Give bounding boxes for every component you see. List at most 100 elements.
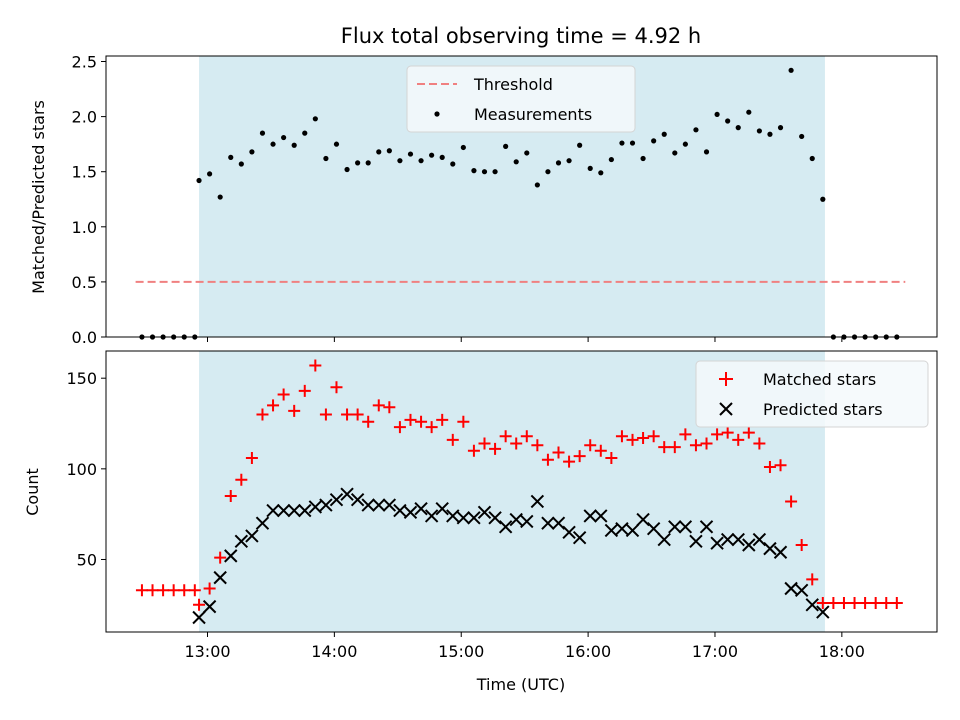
- measurements-legend-label: Measurements: [474, 105, 592, 124]
- matched-star-point: [563, 455, 576, 468]
- measurement-point: [651, 138, 657, 144]
- predicted-star-point: [699, 520, 714, 534]
- matched-star-point: [647, 430, 660, 443]
- count-legend-box: [695, 360, 929, 428]
- measurement-point: [376, 149, 382, 155]
- matched-star-point: [135, 584, 148, 597]
- chart-title: Flux total observing time = 4.92 h: [341, 24, 701, 48]
- matched-star-point: [383, 401, 396, 414]
- measurement-point: [439, 154, 445, 160]
- matched-star-point: [848, 596, 861, 609]
- matched-star-point: [510, 437, 523, 450]
- matched-star-point: [298, 384, 311, 397]
- series-1: [192, 487, 830, 625]
- matched-star-point: [214, 551, 227, 564]
- measurement-point: [259, 130, 266, 136]
- ratio-legend-box: [406, 65, 636, 133]
- measurement-point: [693, 127, 699, 133]
- matched-star-point: [520, 430, 533, 443]
- predicted-star-point: [255, 516, 270, 530]
- measurement-point: [598, 170, 604, 176]
- predicted-legend-label: Predicted stars: [763, 400, 883, 419]
- ratio-panel: Flux total observing time = 4.92 h 0.0 0.…: [29, 24, 938, 347]
- measurement-point: [429, 152, 435, 158]
- matched-star-point: [277, 388, 290, 401]
- x-tick-label: 15:00: [438, 642, 484, 661]
- matched-star-point: [489, 442, 502, 455]
- predicted-star-point: [794, 583, 809, 598]
- measurement-point: [767, 131, 773, 137]
- measurements-legend-swatch: [434, 111, 440, 117]
- matched-star-point: [552, 446, 565, 459]
- ratio-y-axis-label: Matched/Predicted stars: [29, 100, 48, 294]
- predicted-star-point: [350, 492, 365, 507]
- predicted-star-point: [372, 498, 386, 512]
- predicted-star-point: [816, 605, 830, 619]
- matched-star-point: [541, 453, 554, 466]
- matched-star-point: [816, 596, 829, 609]
- measurement-point: [503, 143, 509, 149]
- matched-star-point: [859, 596, 872, 609]
- matched-star-point: [256, 408, 269, 421]
- matched-star-point: [573, 450, 586, 463]
- measurement-point: [196, 177, 202, 184]
- matched-star-point: [309, 359, 322, 372]
- matched-star-point: [806, 573, 819, 586]
- matched-star-point: [626, 433, 639, 446]
- predicted-star-point: [551, 516, 566, 530]
- predicted-star-point: [403, 505, 418, 520]
- predicted-star-point: [488, 511, 502, 525]
- y-tick-label: 2.5: [72, 53, 97, 72]
- predicted-star-point: [742, 538, 756, 552]
- predicted-star-point: [382, 498, 397, 512]
- y-tick-label: 2.0: [72, 108, 97, 127]
- measurement-point: [323, 155, 329, 162]
- predicted-star-point: [710, 536, 724, 550]
- time-axis-label: Time (UTC): [476, 675, 565, 694]
- matched-star-point: [478, 437, 491, 450]
- x-tick-label: 17:00: [692, 642, 738, 661]
- predicted-star-point: [202, 599, 217, 614]
- measurement-point: [481, 169, 488, 175]
- measurement-point: [291, 142, 297, 148]
- measurement-point: [534, 182, 540, 188]
- ratio-plot-area: 0.0 0.5 1.0 1.5 2.0 2.5: [72, 53, 938, 347]
- measurement-point: [661, 131, 667, 137]
- matched-star-point: [330, 381, 343, 394]
- axes-frame: [105, 55, 938, 338]
- measurement-point: [238, 161, 244, 167]
- matched-star-point: [605, 451, 618, 464]
- matched-star-point: [224, 490, 237, 503]
- measurement-point: [725, 118, 731, 124]
- measurement-point: [281, 134, 287, 141]
- matched-star-point: [351, 408, 364, 421]
- predicted-star-point: [424, 509, 439, 523]
- y-tick-label: 0.5: [72, 273, 97, 292]
- predicted-star-point: [435, 502, 449, 516]
- matched-star-point: [393, 421, 406, 434]
- measurement-point: [799, 133, 805, 140]
- measurement-point: [777, 125, 784, 131]
- matched-star-point: [721, 426, 734, 439]
- predicted-star-point: [340, 487, 354, 501]
- measurement-point: [333, 141, 340, 147]
- y-tick-label: 0.0: [72, 328, 97, 347]
- matched-star-point: [594, 444, 607, 457]
- predicted-star-point: [572, 531, 587, 545]
- measurement-point: [270, 141, 276, 147]
- predicted-star-point: [636, 512, 650, 527]
- measurement-point: [418, 158, 424, 164]
- matched-star-point: [774, 459, 787, 472]
- matched-star-point: [869, 596, 882, 609]
- matched-star-point: [753, 437, 766, 450]
- predicted-star-point: [456, 511, 471, 525]
- predicted-star-point: [646, 521, 661, 536]
- predicted-star-point: [298, 503, 312, 518]
- measurement-point: [714, 111, 720, 118]
- predicted-star-point: [562, 525, 576, 539]
- matched-star-point: [584, 439, 597, 452]
- predicted-star-point: [361, 498, 375, 512]
- x-tick-label: 14:00: [311, 642, 357, 661]
- measurement-point: [365, 160, 371, 166]
- matched-star-point: [890, 596, 903, 609]
